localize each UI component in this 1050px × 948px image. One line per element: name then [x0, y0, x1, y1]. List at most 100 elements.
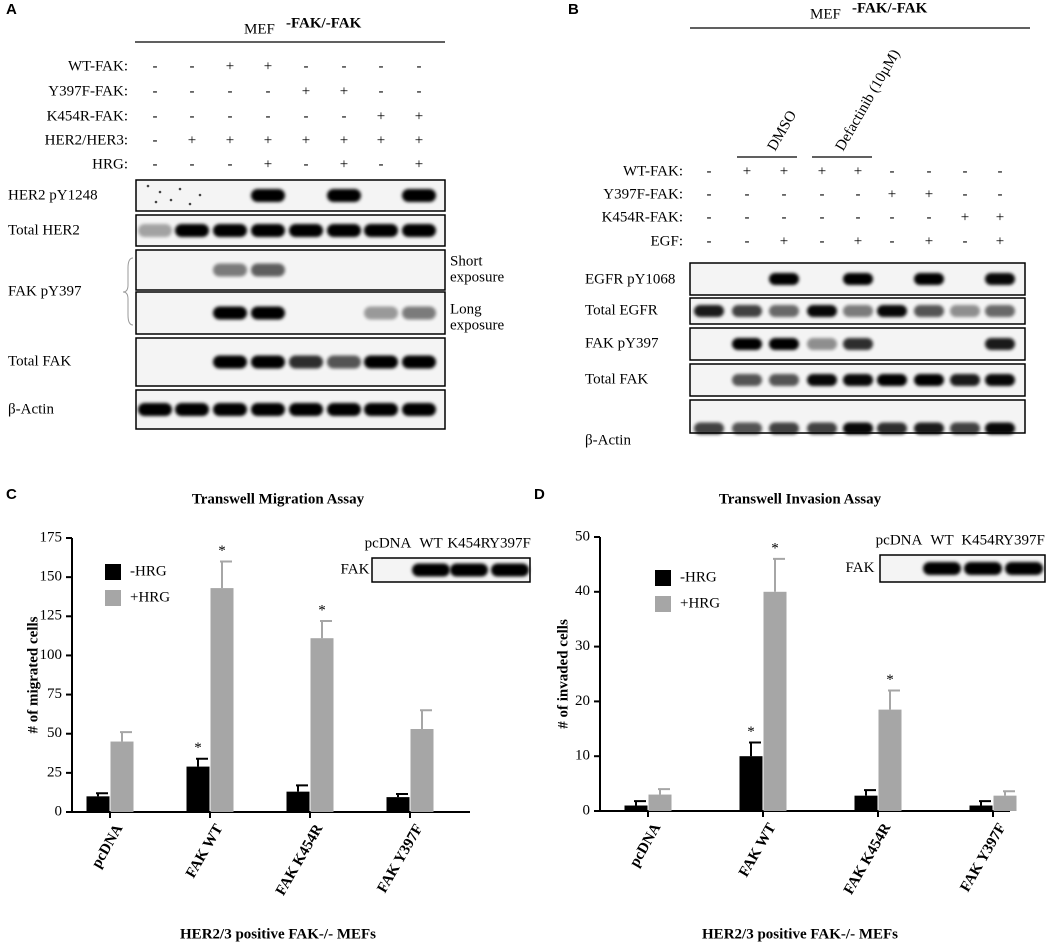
band	[914, 422, 944, 435]
band	[327, 224, 361, 237]
inset-lane-label: pcDNA	[876, 532, 923, 548]
significance: *	[194, 740, 202, 756]
treatment-label: Y397F-FAK:	[48, 83, 128, 99]
error-bar	[864, 789, 876, 796]
bar	[763, 591, 787, 811]
blot-label: EGFR pY1068	[585, 271, 675, 287]
bar	[86, 796, 110, 812]
treatment-sign: +	[415, 132, 423, 148]
blot-label: Total FAK	[585, 371, 648, 387]
treatment-sign: -	[707, 233, 712, 249]
band	[732, 374, 762, 386]
panel-letter: B	[568, 1, 579, 18]
treatment-sign: +	[415, 156, 423, 172]
band	[843, 273, 873, 285]
blot-label: HER2 pY1248	[8, 187, 98, 203]
band	[877, 374, 907, 386]
bar	[210, 588, 234, 812]
treatment-sign: -	[707, 186, 712, 202]
blot-label: Total FAK	[8, 353, 71, 369]
treatment-sign: +	[264, 58, 272, 74]
error-bar	[320, 619, 332, 639]
treatment-sign: -	[228, 108, 233, 124]
error-bar	[749, 741, 761, 757]
error-bar	[396, 792, 408, 798]
treatment-sign: -	[228, 83, 233, 99]
treatment-sign: -	[379, 83, 384, 99]
band	[251, 189, 285, 202]
y-tick-label: 100	[40, 647, 63, 663]
treatment-label: HRG:	[92, 156, 128, 172]
bar	[993, 795, 1017, 811]
treatment-sign: +	[961, 209, 969, 225]
x-tick-label: FAK Y397F	[957, 821, 1009, 895]
treatment-sign: -	[379, 156, 384, 172]
panel-letter: C	[6, 486, 17, 503]
error-bar	[773, 557, 785, 592]
band	[769, 422, 799, 435]
bar	[739, 756, 763, 811]
legend-label: +HRG	[130, 589, 170, 605]
band	[914, 305, 944, 317]
bar	[410, 729, 434, 812]
bar	[286, 791, 310, 812]
treatment-sign: -	[153, 132, 158, 148]
band	[327, 403, 361, 416]
blot	[135, 291, 446, 335]
band	[327, 355, 361, 369]
treatment-sign: -	[998, 186, 1003, 202]
bar	[310, 638, 334, 812]
speckle	[158, 190, 162, 194]
treatment-sign: -	[745, 209, 750, 225]
band	[950, 305, 980, 317]
band	[251, 306, 285, 320]
treatment-sign: -	[963, 163, 968, 179]
y-tick-label: 75	[47, 686, 62, 702]
error-bar	[196, 757, 208, 767]
y-tick-label: 20	[575, 693, 590, 709]
exposure-note: Short	[450, 253, 483, 269]
inset-label: FAK	[846, 560, 875, 576]
band	[402, 403, 436, 416]
treatment-sign: +	[377, 108, 385, 124]
band	[732, 338, 762, 350]
band	[923, 562, 961, 575]
error-bar	[96, 792, 108, 797]
band	[251, 355, 285, 369]
treatment-sign: -	[153, 108, 158, 124]
treatment-label: Y397F-FAK:	[603, 186, 683, 202]
inset-lane-label: pcDNA	[365, 535, 412, 551]
speckle	[198, 193, 202, 197]
band	[985, 338, 1015, 350]
treatment-sign: +	[226, 58, 234, 74]
error-bar	[1003, 790, 1015, 796]
band	[769, 374, 799, 386]
treatment-sign: +	[340, 83, 348, 99]
band	[491, 563, 529, 577]
chart-title: Transwell Migration Assay	[192, 491, 365, 507]
bar	[854, 795, 878, 811]
y-tick-label: 25	[47, 764, 62, 780]
y-axis-label: # of migrated cells	[25, 616, 41, 733]
band	[1005, 562, 1043, 575]
band	[877, 305, 907, 317]
significance: *	[318, 602, 326, 618]
band	[289, 403, 323, 416]
legend-swatch	[105, 564, 121, 580]
treatment-sign: -	[304, 108, 309, 124]
blot-label: Total HER2	[8, 222, 80, 238]
band	[732, 305, 762, 317]
band	[807, 305, 837, 317]
treatment-sign: +	[818, 163, 826, 179]
band	[985, 374, 1015, 386]
exposure-note: exposure	[450, 317, 504, 333]
x-tick-label: FAK WT	[183, 822, 226, 881]
treatment-label: K454R-FAK:	[602, 209, 683, 225]
band	[175, 403, 209, 416]
treatment-sign: +	[302, 83, 310, 99]
bar	[969, 805, 993, 811]
speckle	[146, 184, 150, 188]
band	[364, 306, 398, 320]
